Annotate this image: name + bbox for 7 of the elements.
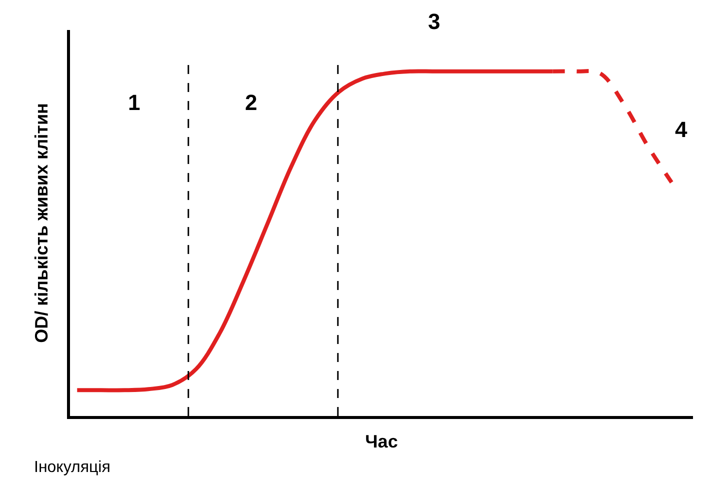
annotation: 2 xyxy=(245,90,258,115)
text: Інокуляція xyxy=(34,459,110,476)
annotation: 4 xyxy=(675,117,688,142)
annotation: 1 xyxy=(128,90,140,115)
x-axis-title: Час xyxy=(365,431,398,452)
text: 3 xyxy=(428,9,440,34)
y-axis-title: OD/ кількість живих клітин xyxy=(31,103,52,343)
